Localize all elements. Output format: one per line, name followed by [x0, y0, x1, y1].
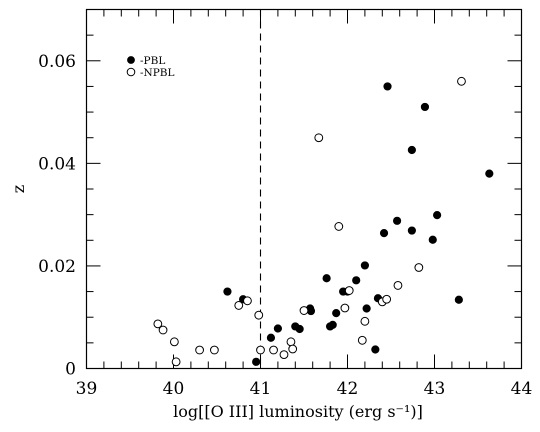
pbl-point — [428, 235, 437, 244]
pbl-point — [306, 306, 316, 316]
npbl-point — [256, 345, 265, 355]
npbl-point — [360, 316, 370, 326]
y-axis-title: z — [9, 185, 28, 193]
npbl-point — [209, 345, 219, 355]
x-tick-label: 43 — [424, 379, 446, 399]
npbl-point — [393, 281, 403, 290]
npbl-point — [153, 319, 163, 329]
x-tick-label: 39 — [76, 379, 98, 399]
pbl-point — [407, 226, 416, 235]
npbl-point — [414, 263, 424, 272]
npbl-point — [314, 133, 324, 143]
legend-label-npbl: -NPBL — [140, 67, 175, 79]
y-tick-label: 0.02 — [38, 257, 76, 277]
y-tick-label: 0.06 — [38, 52, 76, 72]
npbl-point — [457, 76, 466, 86]
pbl-point — [223, 287, 232, 296]
npbl-point — [286, 337, 296, 347]
pbl-point — [352, 276, 361, 285]
x-tick-label: 44 — [511, 379, 533, 399]
pbl-point — [383, 82, 392, 91]
npbl-point — [254, 310, 264, 320]
pbl-point — [273, 324, 282, 333]
npbl-point — [169, 337, 179, 347]
pbl-point — [295, 324, 304, 334]
npbl-point — [195, 345, 205, 355]
npbl-point — [234, 301, 244, 310]
npbl-point — [269, 345, 278, 355]
pbl-point — [433, 211, 442, 220]
pbl-point — [328, 320, 337, 330]
y-tick-label: 0 — [65, 360, 76, 380]
data-points — [153, 76, 494, 367]
npbl-point — [171, 357, 181, 367]
pbl-point — [371, 345, 380, 354]
legend: -PBL-NPBL — [126, 55, 175, 79]
npbl-point — [382, 294, 392, 304]
pbl-point — [454, 295, 463, 304]
npbl-point — [357, 335, 367, 345]
x-tick-label: 41 — [250, 379, 272, 399]
npbl-point — [288, 344, 298, 354]
legend-marker-npbl — [126, 67, 136, 77]
pbl-point — [266, 333, 276, 342]
pbl-point — [407, 145, 416, 155]
axis-tick-labels: 39 40 41 42 43 44 0 0.02 0.04 0.06 — [38, 52, 532, 399]
npbl-point — [299, 306, 309, 315]
npbl-point — [158, 325, 168, 335]
pbl-point — [420, 102, 430, 112]
npbl-point — [243, 296, 252, 306]
y-tick-label: 0.04 — [38, 154, 76, 174]
x-tick-label: 40 — [163, 379, 185, 399]
x-axis-title: log[[O III] luminosity (erg s⁻¹)] — [173, 402, 423, 421]
npbl-point — [279, 350, 289, 360]
pbl-point — [252, 357, 261, 366]
legend-marker-pbl — [127, 56, 135, 64]
pbl-point — [360, 261, 369, 270]
pbl-point — [379, 229, 389, 238]
legend-label-pbl: -PBL — [140, 55, 165, 67]
npbl-point — [340, 303, 350, 313]
pbl-point — [392, 216, 402, 225]
x-tick-label: 42 — [337, 379, 359, 399]
pbl-point — [362, 304, 371, 313]
npbl-point — [334, 222, 344, 231]
pbl-point — [322, 274, 331, 283]
pbl-point — [485, 169, 494, 178]
pbl-point — [332, 309, 341, 318]
npbl-point — [344, 286, 354, 295]
